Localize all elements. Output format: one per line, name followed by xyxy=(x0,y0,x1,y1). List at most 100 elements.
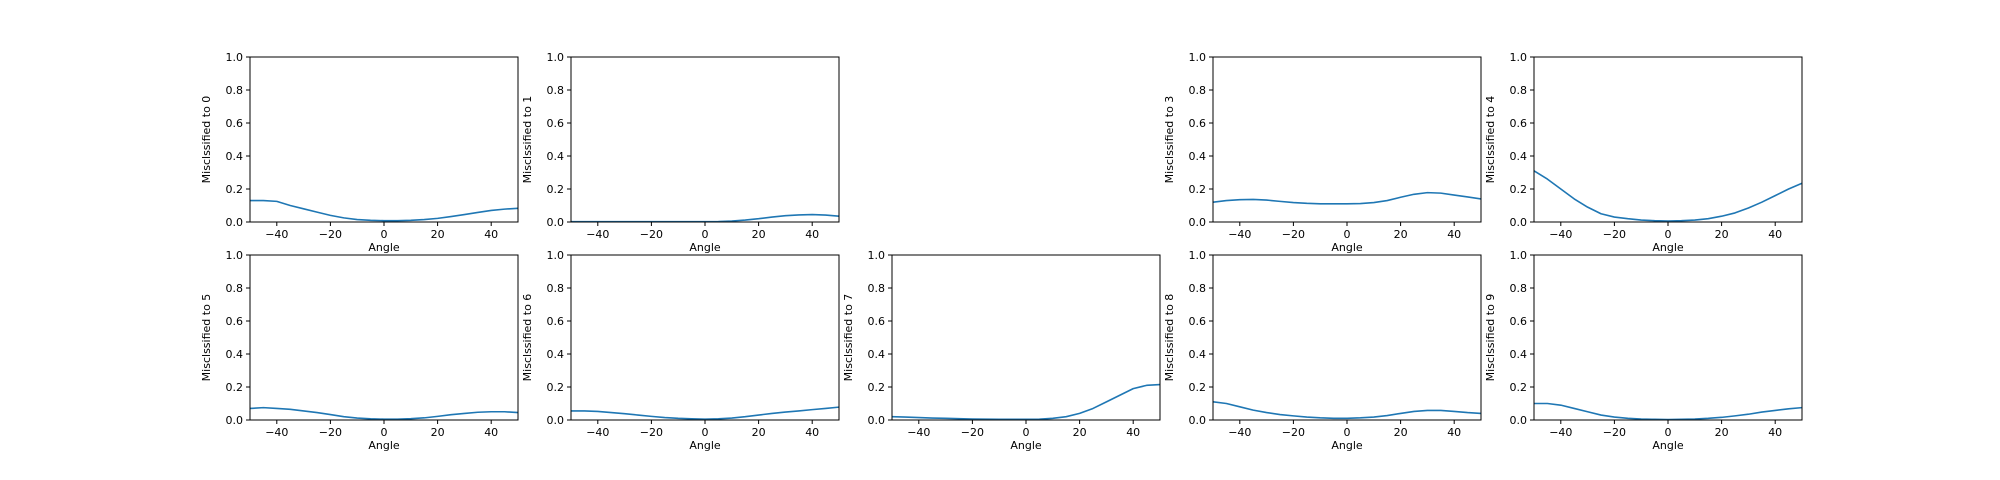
axes-frame xyxy=(1212,56,1482,223)
y-tick-label: 0.2 xyxy=(1189,183,1207,196)
y-tick-label: 0.0 xyxy=(868,414,886,427)
subplot-6: −40 −20 0 20 40 0.0 0.2 0.4 0.6 0.8 1.0 Angle Miscls… xyxy=(842,249,1161,452)
y-tick-label: 1.0 xyxy=(1510,51,1528,64)
x-axis-label: Angle xyxy=(689,241,721,254)
y-tick-label: 0.2 xyxy=(226,381,244,394)
y-tick-label: 0.0 xyxy=(1510,216,1528,229)
x-axis-label: Angle xyxy=(1331,439,1363,452)
subplot-0: −40 −20 0 20 40 0.0 0.2 0.4 0.6 0.8 1.0 Angle Miscls… xyxy=(200,51,519,254)
y-axis-label: Misclssified to 6 xyxy=(521,294,534,382)
x-tick-label: −20 xyxy=(1603,228,1626,241)
x-tick-label: 40 xyxy=(1447,228,1461,241)
x-tick-label: −40 xyxy=(586,426,609,439)
y-tick-label: 1.0 xyxy=(868,249,886,262)
x-tick-label: −20 xyxy=(640,228,663,241)
y-tick-label: 0.2 xyxy=(1510,183,1528,196)
x-tick-label: −20 xyxy=(1282,426,1305,439)
y-axis-label: Misclssified to 4 xyxy=(1484,96,1497,184)
y-tick-label: 0.2 xyxy=(226,183,244,196)
y-tick-label: 0.6 xyxy=(226,117,244,130)
x-tick-label: 20 xyxy=(1394,426,1408,439)
y-tick-label: 1.0 xyxy=(1189,51,1207,64)
y-tick-label: 0.6 xyxy=(1189,117,1207,130)
x-axis-label: Angle xyxy=(1652,439,1684,452)
x-tick-label: −40 xyxy=(1228,426,1251,439)
y-tick-label: 0.6 xyxy=(226,315,244,328)
y-tick-label: 0.8 xyxy=(226,84,244,97)
axes-frame xyxy=(1533,254,1803,421)
y-tick-label: 0.8 xyxy=(868,282,886,295)
series-line xyxy=(1213,191,1481,205)
y-tick-label: 0.0 xyxy=(547,216,565,229)
x-axis-label: Angle xyxy=(1331,241,1363,254)
y-tick-label: 1.0 xyxy=(547,249,565,262)
y-tick-label: 0.0 xyxy=(226,216,244,229)
x-axis-label: Angle xyxy=(368,439,400,452)
y-tick-label: 0.2 xyxy=(1189,381,1207,394)
x-axis-label: Angle xyxy=(689,439,721,452)
series-line xyxy=(250,406,518,420)
y-tick-label: 0.8 xyxy=(1510,282,1528,295)
x-tick-label: −20 xyxy=(1282,228,1305,241)
x-tick-label: 20 xyxy=(752,228,766,241)
x-axis-label: Angle xyxy=(1652,241,1684,254)
y-tick-label: 0.2 xyxy=(1510,381,1528,394)
y-tick-label: 0.4 xyxy=(226,150,244,163)
y-tick-label: 0.4 xyxy=(1189,150,1207,163)
y-tick-label: 0.2 xyxy=(547,381,565,394)
y-tick-label: 0.4 xyxy=(226,348,244,361)
x-tick-label: 40 xyxy=(1768,228,1782,241)
x-tick-label: 0 xyxy=(381,228,388,241)
x-tick-label: −20 xyxy=(319,426,342,439)
y-tick-label: 1.0 xyxy=(1189,249,1207,262)
y-tick-label: 0.0 xyxy=(1510,414,1528,427)
x-tick-label: 20 xyxy=(1073,426,1087,439)
y-tick-label: 1.0 xyxy=(547,51,565,64)
x-tick-label: −20 xyxy=(640,426,663,439)
x-axis-label: Angle xyxy=(1010,439,1042,452)
x-tick-label: 0 xyxy=(381,426,388,439)
y-tick-label: 0.0 xyxy=(1189,216,1207,229)
x-tick-label: −20 xyxy=(961,426,984,439)
y-tick-label: 0.6 xyxy=(547,315,565,328)
x-tick-label: −40 xyxy=(265,426,288,439)
y-tick-label: 0.8 xyxy=(1189,282,1207,295)
y-tick-label: 1.0 xyxy=(226,51,244,64)
y-tick-label: 0.0 xyxy=(547,414,565,427)
x-tick-label: −20 xyxy=(319,228,342,241)
series-line xyxy=(250,199,518,222)
x-tick-label: 0 xyxy=(1665,426,1672,439)
x-tick-label: −20 xyxy=(1603,426,1626,439)
subplot-2: −40 −20 0 20 40 0.0 0.2 0.4 0.6 0.8 1.0 Angle Miscls… xyxy=(1163,51,1482,254)
x-tick-label: −40 xyxy=(1228,228,1251,241)
x-tick-label: 40 xyxy=(484,228,498,241)
x-axis-label: Angle xyxy=(368,241,400,254)
y-tick-label: 0.4 xyxy=(1510,150,1528,163)
x-tick-label: −40 xyxy=(586,228,609,241)
x-tick-label: −40 xyxy=(1549,228,1572,241)
y-tick-label: 0.4 xyxy=(1510,348,1528,361)
subplot-5: −40 −20 0 20 40 0.0 0.2 0.4 0.6 0.8 1.0 Angle Miscls… xyxy=(521,249,840,452)
x-tick-label: 40 xyxy=(1768,426,1782,439)
y-tick-label: 0.4 xyxy=(868,348,886,361)
x-tick-label: 20 xyxy=(1715,426,1729,439)
y-tick-label: 0.6 xyxy=(547,117,565,130)
y-tick-label: 0.2 xyxy=(547,183,565,196)
x-tick-label: −40 xyxy=(907,426,930,439)
y-tick-label: 0.8 xyxy=(547,84,565,97)
x-tick-label: 0 xyxy=(1344,228,1351,241)
x-tick-label: 20 xyxy=(1394,228,1408,241)
y-tick-label: 0.2 xyxy=(868,381,886,394)
subplot-grid: −40 −20 0 20 40 0.0 0.2 0.4 0.6 0.8 1.0 Angle Miscls… xyxy=(200,51,1803,452)
axes-frame xyxy=(1533,56,1803,223)
x-tick-label: 0 xyxy=(1665,228,1672,241)
y-axis-label: Misclssified to 0 xyxy=(200,96,213,184)
y-tick-label: 1.0 xyxy=(226,249,244,262)
x-tick-label: 40 xyxy=(1447,426,1461,439)
subplot-4: −40 −20 0 20 40 0.0 0.2 0.4 0.6 0.8 1.0 Angle Miscls… xyxy=(200,249,519,452)
x-tick-label: 20 xyxy=(431,228,445,241)
y-tick-label: 0.4 xyxy=(547,348,565,361)
y-tick-label: 0.6 xyxy=(1510,315,1528,328)
series-line xyxy=(1534,402,1802,420)
series-line xyxy=(1534,170,1802,222)
